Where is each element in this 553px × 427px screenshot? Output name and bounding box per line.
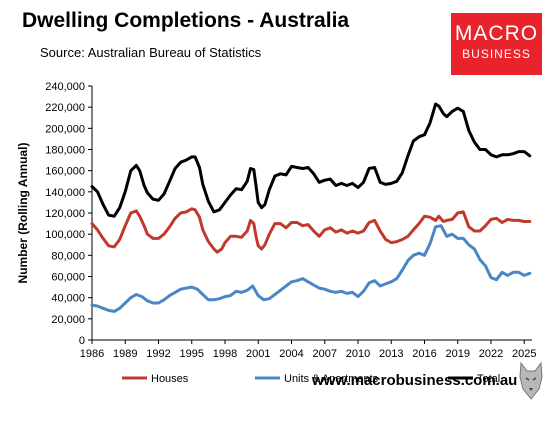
y-tick-label: 20,000 bbox=[51, 314, 85, 326]
chart-title: Dwelling Completions - Australia bbox=[22, 9, 350, 32]
y-tick-label: 220,000 bbox=[45, 102, 85, 114]
x-tick-label: 2022 bbox=[479, 348, 503, 360]
x-tick-label: 2019 bbox=[446, 348, 470, 360]
y-tick-label: 240,000 bbox=[45, 81, 85, 93]
legend-label-houses: Houses bbox=[151, 373, 189, 385]
series-line-houses bbox=[90, 207, 532, 254]
y-tick-label: 0 bbox=[79, 335, 85, 347]
y-tick-label: 160,000 bbox=[45, 166, 85, 178]
chart-series bbox=[90, 102, 532, 313]
series-line-units-apartments bbox=[90, 224, 532, 313]
y-axis-label: Number (Rolling Annual) bbox=[16, 143, 30, 284]
logo-line2: BUSINESS bbox=[462, 47, 531, 61]
x-tick-label: 1998 bbox=[213, 348, 237, 360]
x-tick-label: 2010 bbox=[346, 348, 370, 360]
legend-label-total: Total bbox=[477, 373, 500, 385]
x-tick-label: 2013 bbox=[379, 348, 403, 360]
chart-source: Source: Australian Bureau of Statistics bbox=[40, 45, 262, 60]
x-tick-label: 2007 bbox=[313, 348, 337, 360]
y-tick-label: 140,000 bbox=[45, 187, 85, 199]
x-tick-label: 2016 bbox=[412, 348, 436, 360]
x-tick-label: 1995 bbox=[180, 348, 204, 360]
x-tick-label: 2025 bbox=[512, 348, 536, 360]
macrobusiness-logo: MACRO BUSINESS bbox=[451, 13, 542, 75]
legend-label-units-apartments: Units & Apartments bbox=[284, 373, 379, 385]
y-tick-label: 180,000 bbox=[45, 145, 85, 157]
y-tick-label: 100,000 bbox=[45, 229, 85, 241]
chart-legend: Houses Units & Apartments Total bbox=[122, 373, 500, 385]
x-tick-label: 1992 bbox=[146, 348, 170, 360]
x-tick-label: 2001 bbox=[246, 348, 270, 360]
footer-url: www.macrobusiness.com.au bbox=[312, 372, 518, 389]
series-line-total bbox=[90, 102, 532, 218]
chart-axes: 0 20,000 40,000 60,000 80,000 100,000 120,000 1… bbox=[16, 81, 536, 360]
x-tick-label: 1986 bbox=[80, 348, 104, 360]
y-tick-label: 80,000 bbox=[51, 250, 85, 262]
y-tick-label: 60,000 bbox=[51, 272, 85, 284]
y-tick-label: 200,000 bbox=[45, 123, 85, 135]
x-tick-label: 2004 bbox=[279, 348, 303, 360]
y-tick-label: 40,000 bbox=[51, 293, 85, 305]
y-tick-label: 120,000 bbox=[45, 208, 85, 220]
x-tick-label: 1989 bbox=[113, 348, 137, 360]
wolf-logo-icon bbox=[519, 361, 543, 400]
logo-line1: MACRO bbox=[454, 22, 539, 45]
